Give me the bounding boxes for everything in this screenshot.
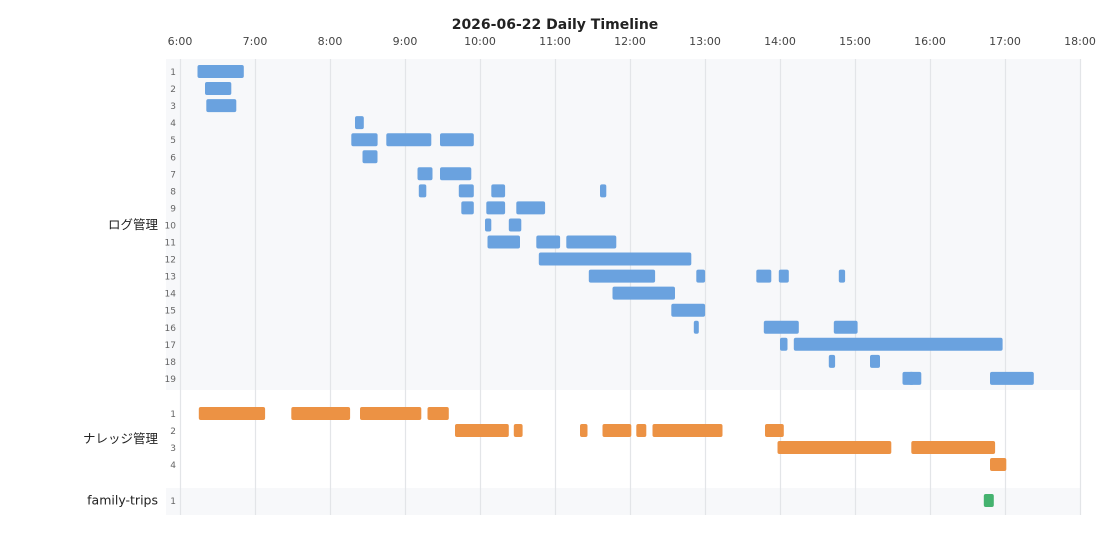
timeline-bar[interactable] — [461, 201, 474, 215]
timeline-bar[interactable] — [671, 303, 706, 317]
timeline-bar[interactable] — [486, 201, 506, 215]
row-label: 13 — [165, 273, 176, 283]
timeline-bar[interactable] — [291, 407, 351, 420]
timeline-bar[interactable] — [206, 99, 237, 113]
x-tick-label: 13:00 — [689, 35, 721, 48]
timeline-bar[interactable] — [508, 218, 522, 232]
row-label: 9 — [170, 204, 176, 214]
timeline-bar[interactable] — [763, 320, 799, 334]
timeline-bar[interactable] — [205, 82, 232, 96]
timeline-bar[interactable] — [417, 167, 433, 181]
timeline-bar[interactable] — [458, 184, 474, 198]
row-label: 1 — [170, 68, 176, 78]
timeline-bar[interactable] — [908, 371, 914, 385]
group-label: ナレッジ管理 — [83, 431, 159, 446]
timeline-bar[interactable] — [612, 286, 676, 300]
timeline-bar[interactable] — [693, 320, 699, 334]
x-tick-label: 9:00 — [393, 35, 418, 48]
group-label: family-trips — [87, 493, 158, 508]
timeline-bar[interactable] — [828, 354, 836, 368]
x-tick-label: 7:00 — [243, 35, 268, 48]
timeline-bar[interactable] — [362, 150, 378, 164]
x-tick-label: 14:00 — [764, 35, 796, 48]
timeline-bar[interactable] — [990, 371, 1034, 385]
row-label: 2 — [170, 427, 176, 437]
row-label: 3 — [170, 102, 176, 112]
row-label: 14 — [165, 290, 177, 300]
row-label: 1 — [170, 410, 176, 420]
row-label: 5 — [170, 136, 176, 146]
timeline-bar[interactable] — [355, 116, 364, 130]
timeline-bar[interactable] — [600, 184, 607, 198]
x-tick-label: 8:00 — [318, 35, 343, 48]
row-label: 18 — [165, 358, 177, 368]
row-label: 19 — [165, 375, 177, 385]
timeline-bar[interactable] — [580, 424, 588, 437]
timeline-bar[interactable] — [351, 133, 378, 147]
timeline-bar[interactable] — [566, 235, 617, 249]
timeline-bar[interactable] — [197, 65, 244, 78]
row-label: 2 — [170, 85, 176, 95]
row-label: 6 — [170, 153, 176, 163]
timeline-bar[interactable] — [386, 133, 432, 147]
row-label: 12 — [165, 256, 176, 266]
row-label: 3 — [170, 444, 176, 454]
timeline-bar[interactable] — [513, 424, 523, 437]
x-tick-label: 17:00 — [989, 35, 1021, 48]
row-label: 10 — [165, 221, 177, 231]
group-band-2 — [166, 488, 1080, 515]
timeline-bar[interactable] — [983, 494, 994, 507]
x-tick-label: 16:00 — [914, 35, 946, 48]
timeline-bar[interactable] — [491, 184, 506, 198]
row-label: 17 — [165, 341, 176, 351]
row-label: 11 — [165, 239, 176, 249]
timeline-bar[interactable] — [990, 458, 1007, 471]
timeline-bar[interactable] — [538, 252, 692, 266]
timeline-bar[interactable] — [765, 424, 784, 437]
timeline-bar[interactable] — [516, 201, 546, 215]
x-tick-label: 12:00 — [614, 35, 646, 48]
timeline-bar[interactable] — [778, 269, 789, 283]
timeline-bar[interactable] — [440, 167, 472, 181]
timeline-bar[interactable] — [602, 424, 632, 437]
timeline-bar[interactable] — [588, 269, 656, 283]
timeline-bar[interactable] — [777, 441, 892, 454]
timeline-bar[interactable] — [793, 337, 1003, 351]
timeline-bar[interactable] — [870, 354, 880, 368]
row-label: 4 — [170, 119, 176, 129]
timeline-bar[interactable] — [911, 441, 996, 454]
x-tick-label: 18:00 — [1064, 35, 1096, 48]
timeline-bar[interactable] — [536, 235, 561, 249]
chart-title: 2026-06-22 Daily Timeline — [452, 17, 659, 33]
timeline-bar[interactable] — [487, 235, 521, 249]
timeline-bar[interactable] — [418, 184, 427, 198]
group-band-0 — [166, 59, 1080, 390]
timeline-bar[interactable] — [652, 424, 723, 437]
row-label: 1 — [170, 497, 176, 507]
timeline-bar[interactable] — [455, 424, 509, 437]
timeline-bar[interactable] — [485, 218, 492, 232]
row-label: 8 — [170, 187, 176, 197]
group-label: ログ管理 — [108, 217, 159, 232]
x-tick-label: 11:00 — [539, 35, 571, 48]
timeline-bar[interactable] — [198, 407, 266, 420]
timeline-bar[interactable] — [636, 424, 647, 437]
timeline-bar[interactable] — [780, 337, 788, 351]
timeline-bar[interactable] — [440, 133, 474, 147]
timeline-bar[interactable] — [756, 269, 772, 283]
row-label: 4 — [170, 461, 176, 471]
row-label: 15 — [165, 307, 176, 317]
x-tick-label: 6:00 — [168, 35, 193, 48]
timeline-bar[interactable] — [696, 269, 706, 283]
row-label: 16 — [165, 324, 177, 334]
x-tick-label: 10:00 — [464, 35, 496, 48]
timeline-bar[interactable] — [838, 269, 846, 283]
timeline-bar[interactable] — [427, 407, 449, 420]
timeline-bar[interactable] — [833, 320, 858, 334]
timeline-bar[interactable] — [360, 407, 422, 420]
row-label: 7 — [170, 170, 176, 180]
x-tick-label: 15:00 — [839, 35, 871, 48]
